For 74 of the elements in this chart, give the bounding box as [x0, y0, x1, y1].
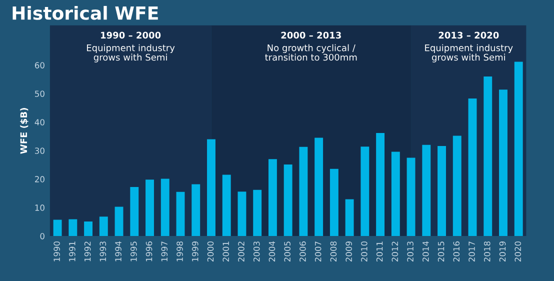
- y-tick-label: 50: [35, 90, 44, 97]
- x-tick-label: 2019: [499, 241, 506, 262]
- x-tick-label: 2017: [468, 242, 475, 262]
- bar: [253, 190, 262, 236]
- bar: [452, 136, 462, 236]
- bar: [422, 144, 431, 236]
- y-tick-label: 30: [35, 148, 44, 154]
- x-tick-label: 1996: [146, 241, 152, 262]
- bar: [222, 174, 231, 236]
- x-tick-label: 2011: [376, 242, 383, 262]
- bar: [345, 199, 354, 236]
- x-tick-label: 2007: [314, 242, 322, 262]
- bar: [514, 62, 523, 236]
- bar: [160, 178, 170, 236]
- x-tick-label: 1997: [161, 242, 168, 262]
- x-tick-label: 2018: [484, 241, 490, 262]
- x-tick-label: 2006: [300, 241, 306, 262]
- x-tick-label: 2015: [438, 242, 444, 262]
- y-tick-label: 0: [40, 233, 44, 240]
- x-tick-label: 2012: [392, 242, 398, 262]
- bar: [499, 90, 508, 236]
- bar: [299, 146, 308, 236]
- bar: [360, 146, 370, 236]
- bar: [406, 158, 416, 236]
- x-tick-label: 2016: [453, 241, 460, 262]
- bar: [53, 220, 62, 236]
- bar: [268, 159, 277, 236]
- x-tick-label: 1998: [176, 241, 183, 262]
- x-tick-label: 2005: [284, 242, 290, 262]
- x-tick-label: 2010: [361, 241, 368, 262]
- x-tick-label: 1995: [130, 242, 137, 262]
- band-label: 2013 – 2020 Equipment industry grows with Semi: [425, 32, 513, 62]
- bar: [238, 192, 246, 236]
- x-tick-label: 2008: [330, 241, 337, 262]
- y-tick-label: 20: [35, 176, 44, 182]
- y-tick-label: 10: [35, 204, 44, 211]
- x-tick-label: 2014: [422, 241, 429, 262]
- x-tick-label: 1991: [69, 242, 76, 262]
- bar: [314, 138, 324, 236]
- x-tick-label: 1994: [115, 241, 122, 262]
- bar: [330, 168, 338, 236]
- band-label: 2000 – 2013 No growth cyclical / transition to 300mm: [265, 32, 357, 61]
- bar: [484, 76, 492, 236]
- x-tick-label: 1993: [100, 242, 106, 262]
- bar: [192, 184, 200, 236]
- bar: [438, 146, 446, 236]
- x-tick-label: 2003: [253, 242, 260, 262]
- bar: [68, 219, 78, 236]
- x-tick-label: 2004: [268, 241, 276, 262]
- bar: [376, 132, 385, 236]
- band-label: 1990 – 2000 Equipment industry grows with Semi: [87, 32, 175, 62]
- x-tick-label: 1999: [192, 241, 198, 262]
- x-tick-label: 2000: [207, 241, 214, 262]
- bar: [130, 187, 139, 236]
- chart-title: Historical WFE: [12, 6, 158, 20]
- y-tick-label: 40: [34, 119, 44, 126]
- y-tick-label: 60: [34, 62, 44, 68]
- bar: [146, 180, 154, 236]
- bar: [176, 192, 185, 236]
- bar: [468, 98, 477, 236]
- y-axis-title: WFE ($B): [20, 108, 28, 154]
- x-tick-label: 2020: [514, 241, 522, 262]
- x-tick-label: 2001: [222, 242, 230, 262]
- x-tick-label: 1990: [54, 241, 60, 262]
- bar: [391, 152, 400, 236]
- x-tick-label: 1992: [84, 242, 91, 262]
- x-tick-label: 2009: [346, 241, 352, 262]
- bar: [99, 216, 108, 236]
- bar: [84, 222, 93, 236]
- bar: [207, 139, 216, 236]
- x-tick-label: 2002: [238, 242, 244, 262]
- x-tick-label: 2013: [407, 242, 414, 262]
- bar: [114, 206, 124, 236]
- bar: [284, 164, 292, 236]
